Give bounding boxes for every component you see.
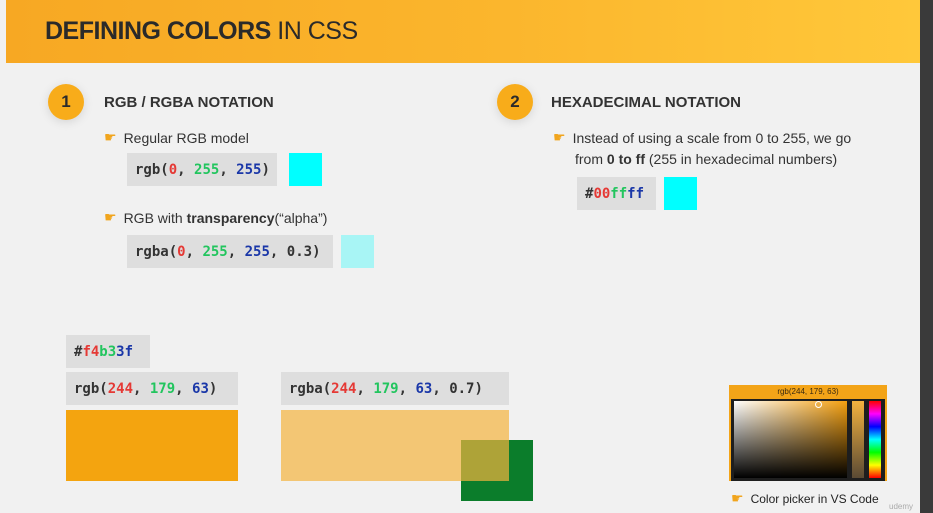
bullet-rgba-pre: RGB with	[123, 209, 183, 226]
bullet-rgb: ☛ Regular RGB model	[104, 129, 249, 146]
picker-caption-text: Color picker in VS Code	[750, 491, 879, 506]
code-hash: #	[74, 343, 83, 360]
hex-line2-pre: from	[575, 151, 607, 167]
bullet-hex-line1: Instead of using a scale from 0 to 255, …	[572, 129, 852, 146]
slide-title: DEFINING COLORS IN CSS	[45, 17, 358, 46]
code-fn: rgba(	[289, 380, 332, 397]
rgb-swatch	[289, 153, 322, 186]
code-red: 244	[331, 380, 357, 397]
example-rgba-code: rgba(244, 179, 63, 0.7)	[281, 372, 509, 405]
code-fn: rgb(	[135, 161, 169, 178]
code-blue: 255	[244, 243, 270, 260]
slide-header	[6, 0, 920, 63]
title-light: IN CSS	[270, 17, 358, 45]
code-red: 0	[168, 161, 178, 178]
code-green: b3	[99, 343, 117, 360]
title-bold: DEFINING COLORS	[45, 17, 271, 45]
code-green: 179	[373, 380, 399, 397]
picker-caption: ☛ Color picker in VS Code	[731, 490, 879, 507]
code-green: ff	[610, 185, 628, 202]
example-hex-code: # f4 b3 3f	[66, 335, 150, 368]
color-picker-label: rgb(244, 179, 63)	[777, 387, 839, 396]
window-edge	[920, 0, 933, 513]
bullet-rgba: ☛ RGB with transparency (“alpha”)	[104, 209, 327, 226]
code-red: 244	[107, 380, 134, 397]
transparent-orange-swatch	[281, 410, 509, 481]
code-hash: #	[585, 185, 594, 202]
hue-slider[interactable]	[869, 401, 881, 478]
code-green: 179	[149, 380, 176, 397]
code-blue: 3f	[116, 343, 134, 360]
code-red: 0	[177, 243, 186, 260]
hex-line2-post: (255 in hexadecimal numbers)	[645, 151, 838, 167]
code-blue: 63	[415, 380, 433, 397]
solid-orange-swatch	[66, 410, 238, 481]
code-blue: 63	[192, 380, 209, 397]
code-close: )	[312, 243, 321, 260]
section-1-number: 1	[48, 84, 84, 120]
bullet-rgba-bold: transparency	[186, 209, 275, 226]
code-close: )	[208, 380, 218, 397]
code-blue: 255	[236, 161, 262, 178]
pointing-hand-icon: ☛	[731, 490, 744, 506]
color-picker-body	[731, 399, 885, 481]
example-rgb-code: rgb(244, 179, 63)	[66, 372, 238, 405]
code-red: f4	[82, 343, 100, 360]
code-alpha: 0.7	[449, 380, 475, 397]
picker-cursor[interactable]	[815, 401, 822, 408]
code-close: )	[261, 161, 270, 178]
code-green: 255	[202, 243, 228, 260]
code-fn: rgba(	[135, 243, 178, 260]
saturation-value-area[interactable]	[734, 401, 847, 478]
alpha-slider[interactable]	[852, 401, 864, 478]
rgba-code: rgba(0, 255, 255, 0.3)	[127, 235, 333, 268]
hex-swatch	[664, 177, 697, 210]
code-red: 00	[593, 185, 611, 202]
code-alpha: 0.3	[286, 243, 313, 260]
hex-code: #00 ff ff	[577, 177, 656, 210]
pointing-hand-icon: ☛	[104, 129, 117, 145]
rgba-swatch	[341, 235, 374, 268]
code-close: )	[474, 380, 483, 397]
code-blue: ff	[627, 185, 645, 202]
hex-line-2: from 0 to ff (255 in hexadecimal numbers…	[575, 151, 837, 167]
bullet-rgba-post: (“alpha”)	[274, 209, 328, 226]
section-2-title: HEXADECIMAL NOTATION	[551, 94, 741, 111]
code-fn: rgb(	[74, 380, 108, 397]
hex-line2-bold: 0 to ff	[606, 151, 645, 167]
bullet-hex: ☛ Instead of using a scale from 0 to 255…	[553, 129, 851, 146]
color-picker: rgb(244, 179, 63)	[729, 385, 887, 481]
section-2-number: 2	[497, 84, 533, 120]
rgb-code: rgb(0, 255, 255)	[127, 153, 277, 186]
pointing-hand-icon: ☛	[553, 129, 566, 145]
bullet-rgb-text: Regular RGB model	[123, 129, 249, 146]
watermark: udemy	[889, 502, 914, 511]
code-green: 255	[194, 161, 220, 178]
section-1-title: RGB / RGBA NOTATION	[104, 94, 274, 111]
pointing-hand-icon: ☛	[104, 209, 117, 225]
